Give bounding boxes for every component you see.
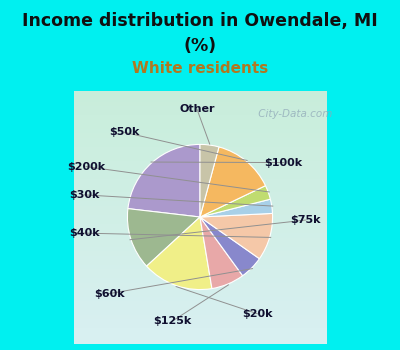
Wedge shape bbox=[200, 145, 219, 217]
Text: $20k: $20k bbox=[242, 309, 273, 319]
Text: $60k: $60k bbox=[94, 289, 124, 299]
Text: $75k: $75k bbox=[290, 215, 321, 225]
Wedge shape bbox=[200, 214, 272, 259]
Text: Other: Other bbox=[179, 104, 215, 114]
Wedge shape bbox=[200, 217, 243, 289]
Text: $40k: $40k bbox=[69, 228, 99, 238]
Wedge shape bbox=[200, 217, 260, 276]
Text: $100k: $100k bbox=[265, 158, 303, 168]
Wedge shape bbox=[128, 145, 200, 217]
Text: White residents: White residents bbox=[132, 61, 268, 76]
Text: $50k: $50k bbox=[109, 127, 140, 137]
Text: $125k: $125k bbox=[154, 316, 192, 326]
Wedge shape bbox=[147, 217, 212, 289]
Wedge shape bbox=[128, 209, 200, 266]
Text: $30k: $30k bbox=[69, 190, 99, 200]
Text: Income distribution in Owendale, MI: Income distribution in Owendale, MI bbox=[22, 12, 378, 30]
Wedge shape bbox=[200, 147, 266, 217]
Text: City-Data.com: City-Data.com bbox=[256, 108, 333, 119]
Wedge shape bbox=[200, 186, 270, 217]
Text: (%): (%) bbox=[184, 37, 216, 55]
Wedge shape bbox=[200, 199, 272, 217]
Text: $200k: $200k bbox=[67, 162, 105, 172]
